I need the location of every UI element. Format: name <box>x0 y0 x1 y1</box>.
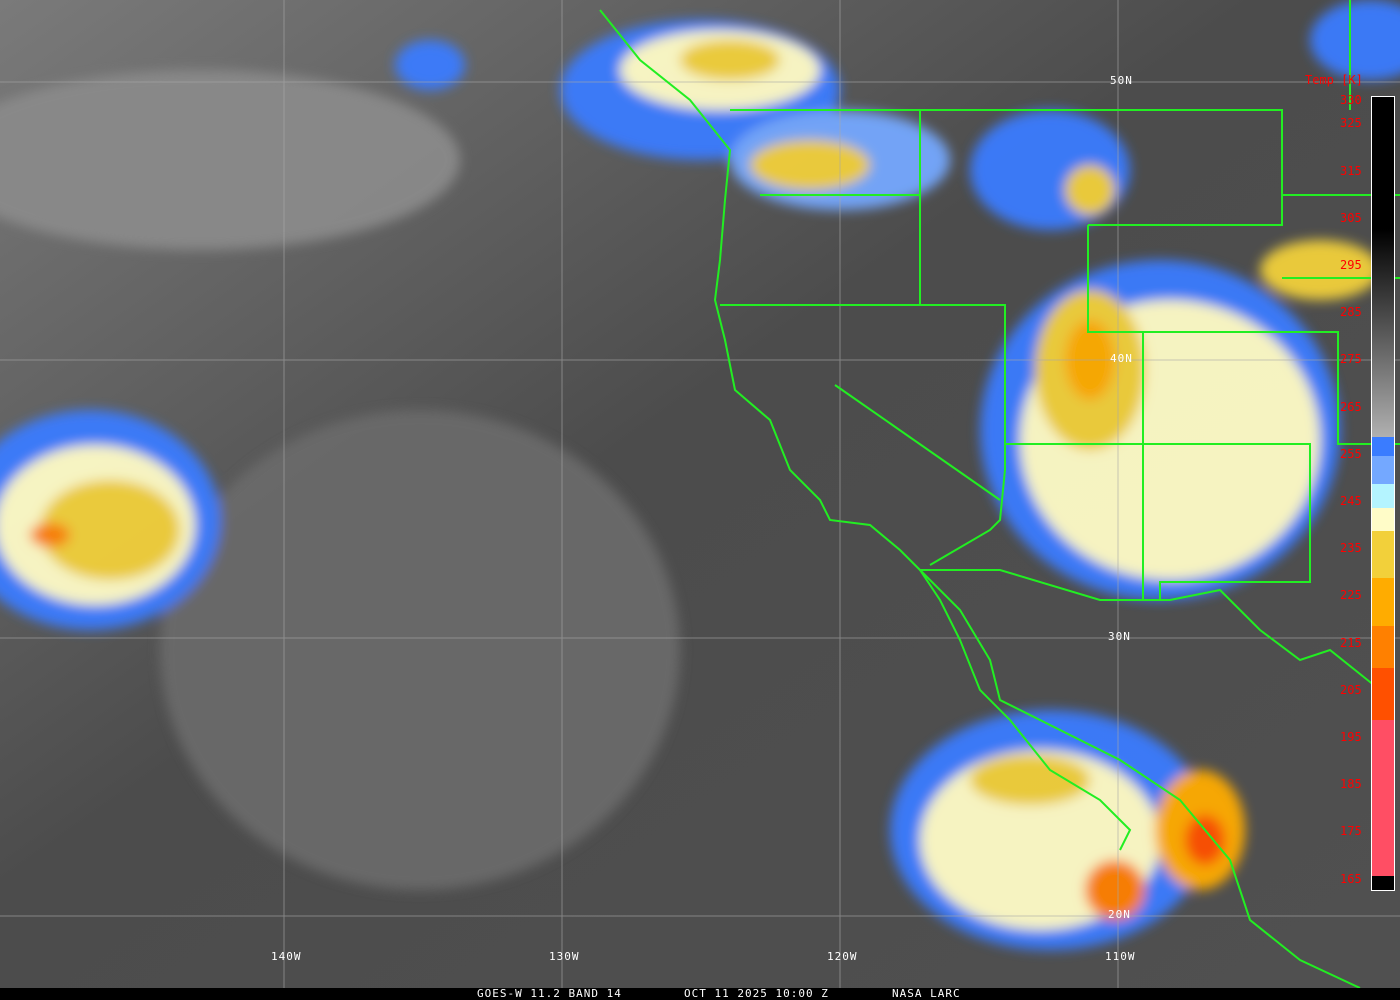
temperature-colorbar <box>1371 96 1395 891</box>
colorbar-segment <box>1372 97 1394 230</box>
colorbar-segment <box>1372 507 1394 532</box>
colorbar-title: Temp [K] <box>1305 73 1363 87</box>
colorbar-segment <box>1372 455 1394 485</box>
colorbar-tick-label: 315 <box>1340 163 1362 178</box>
colorbar-tick-label: 245 <box>1340 493 1362 508</box>
lat-label: 20N <box>1108 908 1131 921</box>
colorbar-tick-label: 255 <box>1340 446 1362 461</box>
lon-label: 130W <box>549 950 580 963</box>
colorbar-segment <box>1372 229 1394 438</box>
colorbar-tick-label: 165 <box>1340 871 1362 886</box>
colorbar-tick-label: 185 <box>1340 777 1362 792</box>
caption-satellite-band: GOES-W 11.2 BAND 14 <box>477 987 622 1000</box>
colorbar-tick-label: 295 <box>1340 257 1362 272</box>
colorbar-tick-label: 285 <box>1340 305 1362 320</box>
colorbar-tick-label: 275 <box>1340 352 1362 367</box>
colorbar-segment <box>1372 625 1394 669</box>
lat-label: 40N <box>1110 352 1133 365</box>
lon-label: 110W <box>1105 950 1136 963</box>
colorbar-segment <box>1372 436 1394 457</box>
colorbar-tick-label: 330 <box>1340 92 1362 107</box>
us-mexico-border <box>920 569 1381 691</box>
colorbar-tick-label: 195 <box>1340 729 1362 744</box>
colorbar-segment <box>1372 531 1394 579</box>
colorbar-tick-label: 175 <box>1340 824 1362 839</box>
west-coastline <box>599 9 1361 988</box>
caption-source: NASA LARC <box>892 987 961 1000</box>
colorbar-tick-label: 235 <box>1340 541 1362 556</box>
lat-label: 30N <box>1108 630 1131 643</box>
caption-datetime: OCT 11 2025 10:00 Z <box>684 987 829 1000</box>
colorbar-segment <box>1372 578 1394 627</box>
image-caption: GOES-W 11.2 BAND 14 OCT 11 2025 10:00 Z … <box>0 988 1400 1000</box>
colorbar-segment <box>1372 875 1394 891</box>
colorbar-tick-label: 305 <box>1340 210 1362 225</box>
colorbar-segment <box>1372 720 1394 877</box>
colorbar-tick-label: 215 <box>1340 635 1362 650</box>
coastline-and-state-borders <box>599 0 1400 988</box>
baja-peninsula <box>919 569 1132 851</box>
state-lines <box>720 304 1006 566</box>
colorbar-tick-label: 225 <box>1340 588 1362 603</box>
colorbar-segment <box>1372 484 1394 509</box>
lon-label: 120W <box>827 950 858 963</box>
lon-label: 140W <box>271 950 302 963</box>
colorbar-segment <box>1372 668 1394 721</box>
colorbar-tick-label: 265 <box>1340 399 1362 414</box>
lat-label: 50N <box>1110 74 1133 87</box>
colorbar-tick-label: 205 <box>1340 682 1362 697</box>
colorbar-tick-label: 325 <box>1340 116 1362 131</box>
